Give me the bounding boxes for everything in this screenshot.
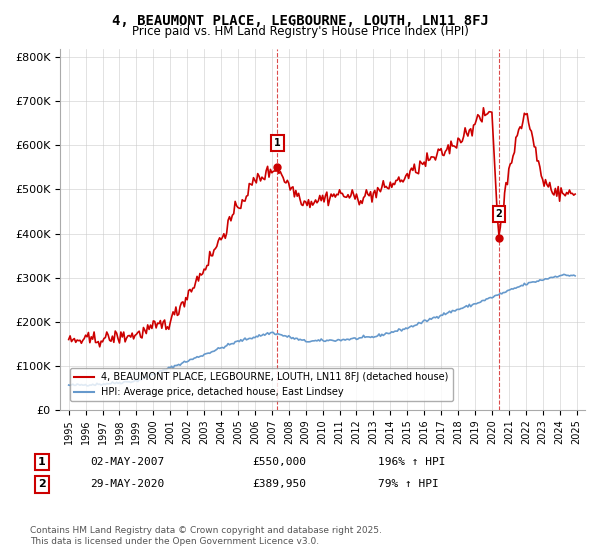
Text: 02-MAY-2007: 02-MAY-2007	[90, 457, 164, 467]
Text: 4, BEAUMONT PLACE, LEGBOURNE, LOUTH, LN11 8FJ: 4, BEAUMONT PLACE, LEGBOURNE, LOUTH, LN1…	[112, 14, 488, 28]
Text: 2: 2	[38, 479, 46, 489]
Text: 79% ↑ HPI: 79% ↑ HPI	[378, 479, 439, 489]
Legend: 4, BEAUMONT PLACE, LEGBOURNE, LOUTH, LN11 8FJ (detached house), HPI: Average pri: 4, BEAUMONT PLACE, LEGBOURNE, LOUTH, LN1…	[70, 368, 453, 401]
Text: 196% ↑ HPI: 196% ↑ HPI	[378, 457, 445, 467]
Text: 1: 1	[38, 457, 46, 467]
Text: 1: 1	[274, 138, 281, 148]
Text: Price paid vs. HM Land Registry's House Price Index (HPI): Price paid vs. HM Land Registry's House …	[131, 25, 469, 38]
Text: 2: 2	[496, 209, 502, 219]
Text: Contains HM Land Registry data © Crown copyright and database right 2025.
This d: Contains HM Land Registry data © Crown c…	[30, 526, 382, 546]
Text: £389,950: £389,950	[252, 479, 306, 489]
Text: 29-MAY-2020: 29-MAY-2020	[90, 479, 164, 489]
Text: £550,000: £550,000	[252, 457, 306, 467]
